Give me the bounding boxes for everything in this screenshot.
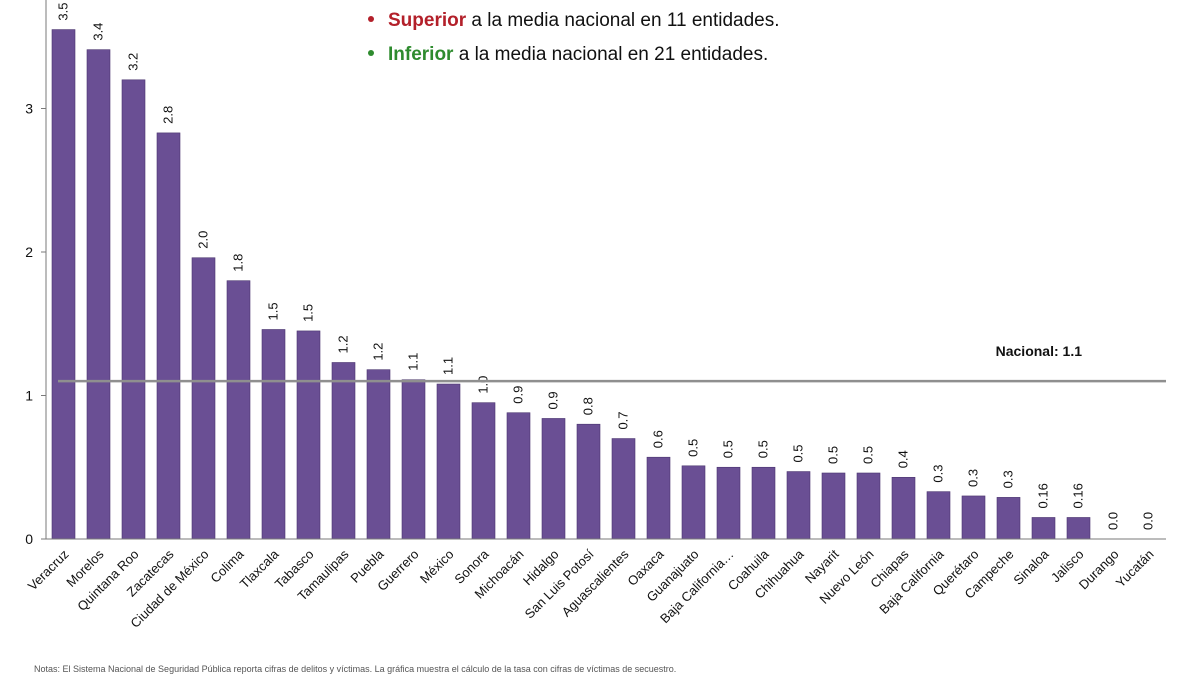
bar <box>891 476 916 540</box>
x-tick-label: Sinaloa <box>1010 546 1052 588</box>
data-label: 2.0 <box>196 231 211 249</box>
bar <box>611 438 636 540</box>
legend: Superior a la media nacional en 11 entid… <box>368 4 780 72</box>
bar <box>681 465 706 540</box>
data-label: 0.5 <box>826 446 841 464</box>
bar <box>1066 517 1091 540</box>
data-label: 0.0 <box>1106 512 1121 530</box>
bar <box>646 456 671 540</box>
bar <box>51 29 76 540</box>
bar <box>156 132 181 540</box>
bar <box>821 472 846 540</box>
y-tick-label: 0 <box>25 531 33 547</box>
data-label: 0.3 <box>931 465 946 483</box>
bar <box>366 369 391 540</box>
bar <box>261 329 286 540</box>
data-label: 1.1 <box>441 357 456 375</box>
data-label: 3.4 <box>91 23 106 41</box>
legend-superior-text: a la media nacional en 11 entidades. <box>466 10 780 31</box>
bar <box>296 330 321 540</box>
data-label: 0.9 <box>546 391 561 409</box>
bar <box>1031 517 1056 540</box>
data-label: 0.8 <box>581 397 596 415</box>
bar <box>331 362 356 540</box>
data-label: 0.0 <box>1141 512 1156 530</box>
bar <box>121 79 146 540</box>
data-label: 0.7 <box>616 411 631 429</box>
data-label: 0.4 <box>896 450 911 468</box>
data-label: 0.5 <box>721 440 736 458</box>
y-tick-label: 1 <box>25 388 33 404</box>
data-label: 0.16 <box>1071 483 1086 508</box>
bar <box>86 49 111 540</box>
x-tick-label: México <box>417 547 457 587</box>
bar <box>961 495 986 540</box>
bar <box>856 472 881 540</box>
y-tick-label: 2 <box>25 244 33 260</box>
bar <box>471 402 496 540</box>
data-label: 0.9 <box>511 386 526 404</box>
legend-superior-keyword: Superior <box>388 10 467 31</box>
data-label: 1.5 <box>301 304 316 322</box>
bar <box>226 280 251 540</box>
bar <box>716 466 741 540</box>
bar <box>506 412 531 540</box>
data-label: 0.16 <box>1036 483 1051 508</box>
legend-inferior-keyword: Inferior <box>388 44 454 65</box>
data-label: 0.5 <box>791 444 806 462</box>
bar <box>786 471 811 540</box>
legend-inferior: Inferior a la media nacional en 21 entid… <box>368 38 780 72</box>
bar <box>996 497 1021 540</box>
data-label: 1.2 <box>336 335 351 353</box>
data-label: 0.5 <box>861 446 876 464</box>
red-bullet-icon <box>368 15 374 22</box>
data-label: 1.8 <box>231 254 246 272</box>
data-label: 0.3 <box>966 469 981 487</box>
legend-superior: Superior a la media nacional en 11 entid… <box>368 4 780 38</box>
data-label: 0.3 <box>1001 470 1016 488</box>
data-label: 3.5 <box>56 2 71 20</box>
y-tick-label: 3 <box>25 101 33 117</box>
data-label: 3.2 <box>126 53 141 71</box>
data-label: 0.5 <box>686 439 701 457</box>
bar <box>576 423 601 540</box>
x-tick-label: Yucatán <box>1113 547 1157 591</box>
green-bullet-icon <box>368 49 374 56</box>
x-tick-label: Veracruz <box>25 547 72 594</box>
bar <box>191 257 216 540</box>
data-label: 1.0 <box>476 376 491 394</box>
bar <box>751 466 776 540</box>
bar <box>926 491 951 540</box>
bar <box>541 418 566 540</box>
data-label: 1.2 <box>371 343 386 361</box>
data-label: 1.1 <box>406 353 421 371</box>
data-label: 0.5 <box>756 440 771 458</box>
national-reference-label: Nacional: 1.1 <box>996 343 1083 359</box>
bar <box>401 379 426 540</box>
data-label: 0.6 <box>651 430 666 448</box>
legend-inferior-text: a la media nacional en 21 entidades. <box>453 44 769 65</box>
footnote: Notas: El Sistema Nacional de Seguridad … <box>34 664 677 674</box>
data-label: 1.5 <box>266 302 281 320</box>
data-label: 2.8 <box>161 106 176 124</box>
bar <box>436 383 461 540</box>
